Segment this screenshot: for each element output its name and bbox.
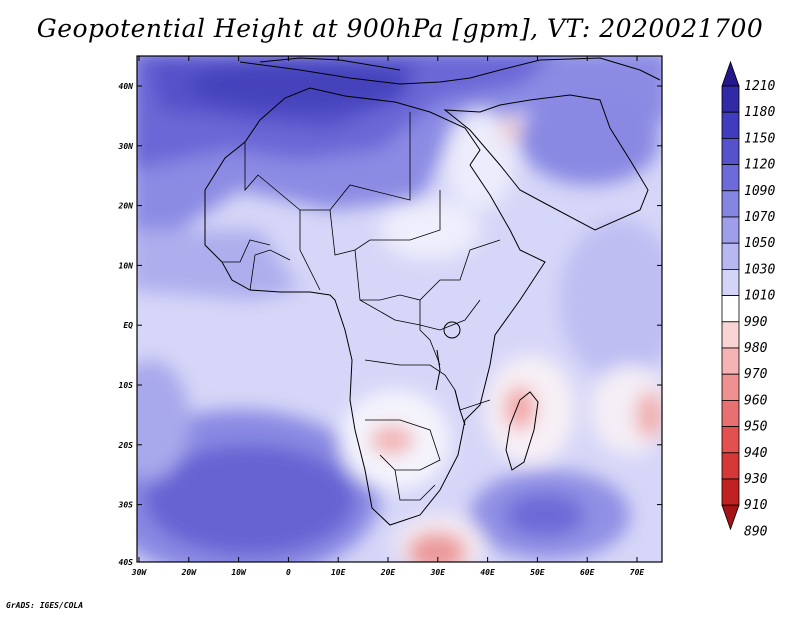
lon-tick-label: 60E — [580, 568, 595, 577]
colorbar-swatch — [721, 137, 740, 165]
colorbar-swatch — [721, 295, 740, 323]
colorbar-label: 1070 — [744, 210, 775, 225]
colorbar-top-arrow — [721, 60, 740, 87]
colorbar-swatch — [721, 373, 740, 401]
longitude-axis: 30W 20W 10W 0 10E 20E 30E 40E 50E 60E 70E — [131, 56, 645, 577]
colorbar-label: 1090 — [744, 184, 775, 199]
lon-tick-label: 30W — [131, 568, 148, 577]
latitude-axis: 40N 30N 20N 10N EQ 10S 20S 30S 40S — [118, 82, 662, 567]
colorbar-swatch — [721, 452, 740, 480]
colorbar-label: 960 — [744, 393, 768, 408]
map-frame — [136, 55, 663, 563]
colorbar: 1210 1180 1150 1120 1090 1070 1050 1030 1010 990 9… — [721, 60, 775, 539]
lat-tick-label: 30S — [118, 501, 134, 510]
colorbar-swatch — [721, 478, 740, 506]
colorbar-label: 990 — [744, 315, 768, 330]
colorbar-label: 1030 — [744, 262, 775, 277]
lat-tick-label: 40S — [119, 558, 134, 567]
lon-tick-label: 30E — [430, 568, 446, 577]
lon-tick-label: 70E — [630, 568, 645, 577]
colorbar-swatch — [721, 85, 740, 113]
colorbar-swatch — [721, 268, 740, 296]
colorbar-label: 930 — [744, 472, 768, 487]
lat-tick-label: 30N — [118, 142, 134, 151]
colorbar-swatch — [721, 242, 740, 270]
colorbar-swatch — [721, 111, 740, 139]
lon-tick-label: 10E — [331, 568, 346, 577]
lon-tick-label: 40E — [480, 568, 495, 577]
colorbar-bottom-arrow — [721, 504, 740, 531]
colorbar-label: 940 — [744, 446, 768, 461]
colorbar-label: 1050 — [744, 236, 775, 251]
lakes — [435, 321, 466, 426]
colorbar-label: 1180 — [744, 105, 775, 120]
lon-tick-label: 0 — [286, 568, 291, 577]
lon-tick-label: 20W — [181, 568, 198, 577]
height-field — [137, 56, 662, 562]
colorbar-label: 970 — [744, 367, 768, 382]
colorbar-swatch — [721, 190, 740, 218]
lat-tick-label: 20S — [118, 441, 134, 450]
colorbar-swatch — [721, 426, 740, 454]
colorbar-label: 1150 — [744, 131, 775, 146]
colorbar-swatch — [721, 347, 740, 375]
country-borders — [222, 112, 501, 501]
colorbar-label: 950 — [744, 420, 768, 435]
lat-tick-label: 40N — [119, 82, 134, 91]
colorbar-swatch — [721, 216, 740, 244]
lon-tick-label: 20E — [380, 568, 396, 577]
colorbar-swatch — [721, 399, 740, 427]
lat-tick-label: 10S — [119, 381, 134, 390]
colorbar-label: 890 — [744, 524, 768, 539]
lat-tick-label: 10N — [119, 261, 134, 270]
lat-tick-label: 20N — [118, 202, 134, 211]
chart-title: Geopotential Height at 900hPa [gpm], VT:… — [36, 14, 764, 43]
colorbar-label: 1010 — [744, 289, 775, 304]
lat-tick-label: EQ — [123, 321, 133, 330]
colorbar-label: 1210 — [744, 79, 775, 94]
lon-tick-label: 50E — [530, 568, 545, 577]
colorbar-swatch — [721, 164, 740, 192]
lon-tick-label: 10W — [231, 568, 247, 577]
colorbar-label: 910 — [744, 498, 768, 513]
colorbar-label: 1120 — [744, 158, 775, 173]
colorbar-label: 980 — [744, 341, 768, 356]
credit-label: GrADS: IGES/COLA — [6, 601, 84, 610]
colorbar-swatch — [721, 321, 740, 349]
coastlines — [204, 57, 661, 526]
